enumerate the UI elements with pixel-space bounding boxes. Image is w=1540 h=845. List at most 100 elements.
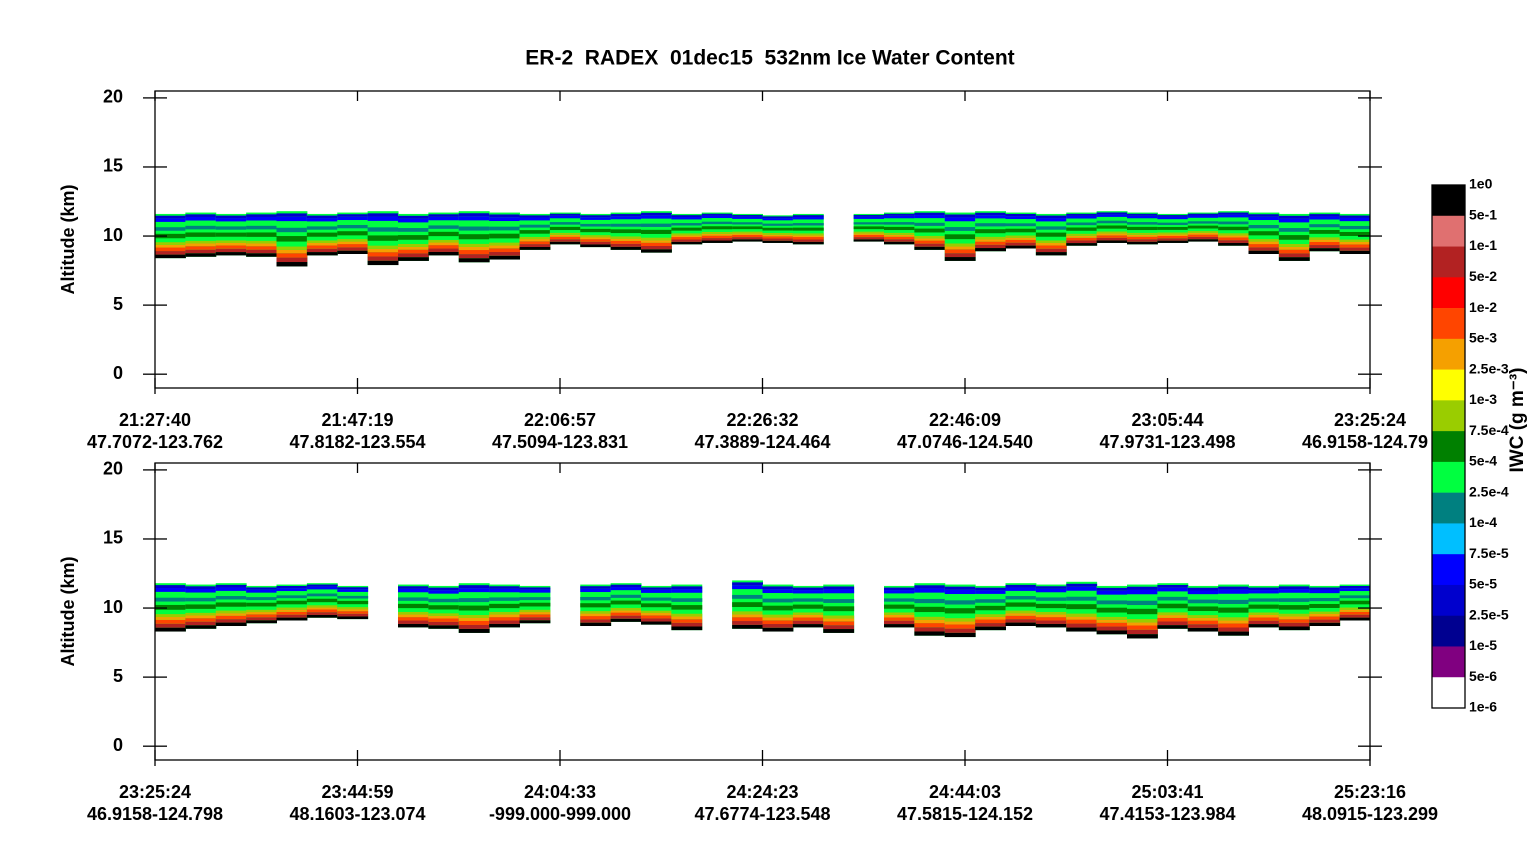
cloud-layer	[337, 589, 369, 592]
cloud-layer	[914, 627, 946, 632]
cloud-layer	[337, 595, 369, 599]
cloud-layer	[246, 243, 277, 247]
cloud-layer	[1066, 240, 1098, 244]
cloud-layer	[398, 228, 429, 232]
cloud-layer	[428, 251, 460, 256]
cloud-layer	[1066, 627, 1098, 632]
cloud-layer	[458, 254, 490, 259]
colorbar-frame	[1431, 184, 1466, 709]
cloud-layer	[1339, 247, 1371, 251]
cloud-layer	[215, 587, 247, 591]
cloud-layer	[1066, 233, 1098, 236]
cloud-layer	[246, 589, 277, 593]
cloud-layer	[276, 607, 308, 610]
cloud-layer	[306, 240, 338, 243]
cloud-layer	[1005, 235, 1037, 238]
cloud-layer	[1157, 216, 1189, 220]
cloud-layer	[276, 246, 308, 250]
y-tick-label: 5	[113, 294, 123, 314]
cloud-layer	[215, 226, 247, 230]
cloud-layer	[306, 242, 338, 246]
colorbar-tick-label: 5e-6	[1469, 668, 1497, 684]
cloud-layer	[1005, 596, 1037, 600]
cloud-layer	[519, 239, 551, 242]
cloud-layer	[185, 618, 217, 622]
cloud-layer	[1127, 589, 1158, 595]
cloud-layer	[1309, 241, 1341, 246]
cloud-layer	[1157, 215, 1189, 217]
y-tick-label: 15	[103, 156, 123, 176]
x-tick-location: -999.000-999.000	[489, 804, 631, 824]
cloud-layer	[1187, 213, 1219, 216]
cloud-layer	[246, 216, 277, 221]
cloud-layer	[155, 623, 186, 628]
cloud-layer	[762, 620, 794, 625]
colorbar-tick-label: 2.5e-5	[1469, 606, 1509, 622]
cloud-layer	[1096, 231, 1128, 234]
cloud-layer	[1096, 630, 1128, 635]
cloud-layer	[215, 218, 247, 222]
cloud-layer	[1157, 603, 1189, 609]
cloud-layer	[580, 244, 612, 248]
cloud-layer	[884, 236, 915, 240]
cloud-layer	[1278, 586, 1310, 590]
x-tick-time: 24:04:33	[524, 782, 596, 802]
colorbar-swatch	[1432, 492, 1465, 524]
cloud-layer	[1218, 599, 1249, 604]
cloud-layer	[1218, 617, 1249, 621]
cloud-layer	[671, 586, 703, 590]
cloud-layer	[853, 216, 885, 219]
cloud-layer	[367, 248, 399, 253]
cloud-layer	[1157, 612, 1189, 616]
cloud-layer	[580, 235, 612, 238]
cloud-layer	[671, 605, 703, 610]
cloud-layer	[1096, 622, 1128, 627]
x-tick-location: 48.0915-123.299	[1302, 804, 1438, 824]
cloud-layer	[246, 609, 277, 613]
cloud-layer	[1339, 244, 1371, 248]
cloud-layer	[853, 234, 885, 238]
cloud-layer	[367, 256, 399, 261]
cloud-layer	[1187, 234, 1219, 237]
colorbar-swatch	[1432, 400, 1465, 432]
cloud-layer	[1187, 225, 1219, 229]
cloud-layer	[732, 234, 763, 238]
x-tick-time: 24:24:23	[726, 782, 798, 802]
cloud-layer	[1218, 240, 1249, 243]
cloud-layer	[276, 595, 308, 599]
cloud-layer	[519, 244, 551, 247]
cloud-layer	[792, 223, 824, 226]
cloud-layer	[762, 627, 794, 632]
cloud-layer	[792, 239, 824, 242]
cloud-layer	[975, 614, 1006, 617]
cloud-layer	[1035, 242, 1067, 246]
cloud-layer	[944, 246, 976, 250]
cloud-layer	[246, 214, 277, 217]
colorbar-tick-label: 1e-5	[1469, 637, 1497, 653]
cloud-layer	[792, 620, 824, 625]
colorbar-swatch	[1432, 523, 1465, 555]
cloud-layer	[246, 614, 277, 618]
cloud-layer	[1157, 625, 1189, 629]
cloud-layer	[1248, 231, 1280, 236]
cloud-layer	[610, 610, 642, 613]
cloud-layer	[1066, 235, 1098, 238]
cloud-layer	[246, 232, 277, 237]
cloud-layer	[914, 246, 946, 250]
cloud-layer	[944, 621, 976, 625]
cloud-layer	[823, 625, 855, 630]
cloud-layer	[1005, 613, 1037, 616]
cloud-layer	[276, 585, 308, 589]
colorbar-tick-label: 5e-5	[1469, 576, 1497, 592]
cloud-layer	[246, 612, 277, 615]
cloud-layer	[641, 245, 672, 250]
cloud-layer	[155, 588, 186, 592]
x-tick-time: 24:44:03	[929, 782, 1001, 802]
cloud-layer	[1278, 616, 1310, 620]
cloud-layer	[155, 619, 186, 624]
cloud-layer	[398, 586, 429, 589]
cloud-layer	[489, 603, 520, 609]
cloud-layer	[458, 628, 490, 633]
cloud-layer	[519, 217, 551, 221]
cloud-layer	[671, 216, 703, 220]
